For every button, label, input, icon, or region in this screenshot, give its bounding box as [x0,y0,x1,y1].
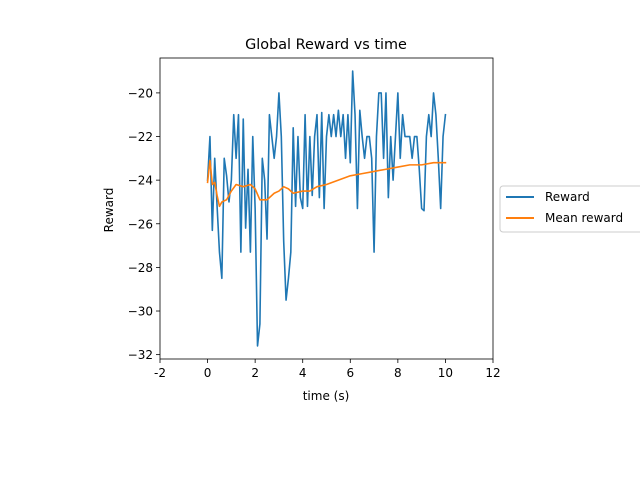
y-tick-label: −28 [128,261,153,275]
x-tick-label: 10 [438,366,453,380]
y-tick-label: −30 [128,305,153,319]
x-tick-label: 12 [485,366,500,380]
x-tick-label: 8 [394,366,402,380]
x-tick-label: 2 [251,366,259,380]
legend: Reward Mean reward [499,185,640,233]
y-tick-label: −32 [128,348,153,362]
chart-title: Global Reward vs time [245,37,407,53]
x-tick-label: 0 [204,366,212,380]
legend-label-reward: Reward [545,190,590,204]
series-line-mean-reward [206,159,447,208]
x-tick-label: 4 [299,366,307,380]
y-tick-label: −20 [128,86,153,100]
series-line-reward [206,70,447,347]
x-tick-label: 6 [346,366,354,380]
x-axis-label: time (s) [303,389,350,403]
legend-label-mean-reward: Mean reward [545,211,623,225]
plot-area: -2 0 2 4 6 8 10 12 −32 −30 −28 −26 −24 −22 −20 [128,57,501,380]
axes-frame [159,57,494,360]
x-tick-label: -2 [154,366,166,380]
y-axis-label: Reward [102,188,116,233]
legend-frame [499,185,640,233]
y-tick-label: −26 [128,217,153,231]
y-tick-label: −24 [128,174,153,188]
y-tick-label: −22 [128,130,153,144]
